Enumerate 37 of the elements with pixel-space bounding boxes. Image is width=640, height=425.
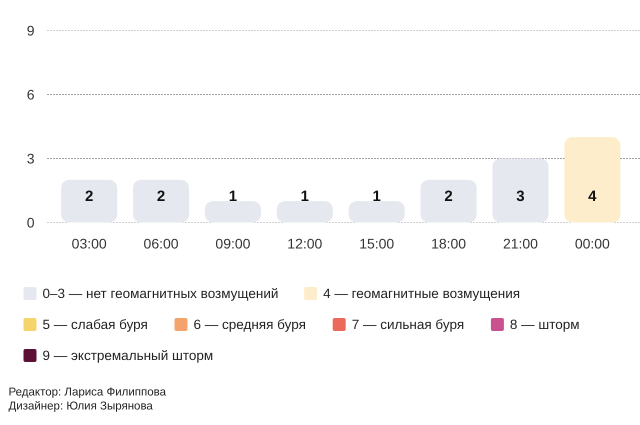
legend-label: 0–3 — нет геомагнитных возмущений [42,286,278,301]
bar [348,201,405,222]
data-label: 2 [156,188,166,206]
x-tick-label: 00:00 [574,236,610,252]
x-tick-label: 03:00 [72,236,107,252]
x-tick-label: 21:00 [502,236,538,252]
y-tick-label: 6 [26,86,35,102]
x-tick-label: 12:00 [287,236,323,252]
data-label: 3 [516,188,525,206]
bar [276,201,333,222]
text: Дизайнер: Юлия Зырянова [8,400,154,412]
bar [492,158,548,222]
data-label: 1 [300,188,309,206]
data-label: 4 [588,188,598,206]
x-tick-label: 06:00 [144,236,179,252]
data-label: 2 [444,188,453,206]
legend-label: 6 — средняя буря [194,317,306,332]
legend-label: 7 — сильная буря [352,317,464,332]
legend-label: 5 — слабая буря [42,317,148,332]
bar [420,180,477,222]
legend-label: 4 — геомагнитные возмущения [323,286,520,301]
y-tick-label: 9 [26,22,35,38]
bar [204,201,261,222]
bar [564,137,620,222]
bar [133,180,190,222]
data-label: 1 [372,188,381,206]
x-tick-label: 18:00 [431,236,466,252]
y-tick-label: 0 [26,214,35,230]
text: Редактор: Лариса Филиппова [8,386,167,398]
legend-label: 8 — шторм [510,317,580,332]
bar [61,180,118,222]
x-tick-label: 09:00 [215,236,251,252]
y-tick-label: 3 [26,150,35,166]
x-tick-label: 15:00 [359,236,394,252]
data-label: 1 [228,188,238,206]
legend-label: 9 — экстремальный шторм [42,348,214,363]
data-label: 2 [85,188,94,206]
